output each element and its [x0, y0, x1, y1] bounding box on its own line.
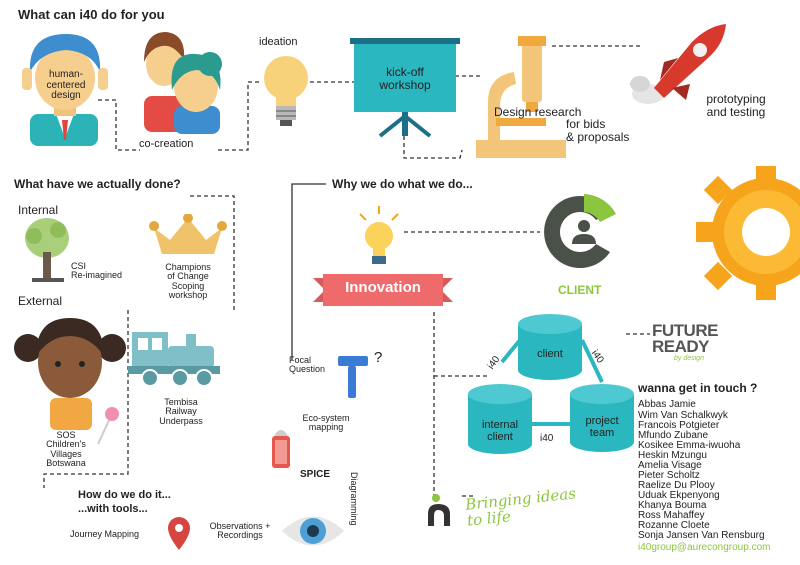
- eco-system-label: Eco-system mapping: [302, 413, 350, 433]
- tembisa-label: Tembisa Railway Underpass: [159, 397, 203, 426]
- heading-with-tools: ...with tools...: [78, 503, 148, 515]
- internal-client-node-label: internal client: [481, 419, 519, 443]
- client-logo-icon: [544, 194, 616, 268]
- contact-name: Rozanne Cloete: [638, 520, 710, 531]
- lollipop-icon: [97, 407, 119, 445]
- contact-name: Wim Van Schalkwyk: [638, 410, 728, 421]
- map-pin-icon: [168, 517, 190, 550]
- contact-name: Sonja Jansen Van Rensburg: [638, 530, 765, 541]
- lightbulb-icon: [264, 56, 308, 126]
- hammer-icon: [338, 356, 368, 398]
- microscope-icon: [476, 36, 566, 158]
- kickoff-workshop-label: kick-off workshop: [379, 65, 431, 92]
- heading-actually-done: What have we actually done?: [14, 177, 181, 191]
- contact-email[interactable]: i40group@aurecongroup.com: [638, 542, 771, 553]
- contact-name: Kosikee Emma-iwuoha: [638, 440, 741, 451]
- i40-bottom-label: i40: [540, 433, 554, 444]
- contact-name: Heskin Mzungu: [638, 450, 707, 461]
- contact-name: Mfundo Zubane: [638, 430, 709, 441]
- designer-person-icon: [22, 34, 108, 146]
- train-icon: [128, 332, 220, 387]
- client-node-label: client: [537, 348, 563, 360]
- heading-why: Why we do what we do...: [332, 177, 473, 191]
- project-team-node-label: project team: [585, 415, 619, 439]
- bids-proposals-label: for bids & proposals: [566, 117, 630, 144]
- spice-label: SPICE: [300, 469, 331, 480]
- contact-name: Raelize Du Plooy: [638, 480, 715, 491]
- client-cylinder: [518, 314, 582, 380]
- contact-name: Amelia Visage: [638, 460, 702, 471]
- rocket-icon: [630, 24, 726, 104]
- design-research-label: Design research: [494, 105, 582, 119]
- csi-label: CSI Re-imagined: [71, 261, 123, 281]
- contact-name: Khanya Bouma: [638, 500, 707, 511]
- internal-label: Internal: [18, 203, 59, 217]
- innovation-banner: [313, 274, 453, 306]
- champions-label: Champions of Change Scoping workshop: [165, 262, 211, 301]
- aurecon-logo-icon: [428, 494, 450, 526]
- eye-icon: [282, 516, 344, 546]
- focal-question-label: Focal Question: [289, 355, 326, 375]
- client-logo-label: CLIENT: [558, 283, 602, 297]
- whiteboard-icon: [350, 38, 460, 138]
- contact-name: Ross Mahaffey: [638, 510, 705, 521]
- project-team-cylinder: [570, 384, 634, 452]
- external-label: External: [18, 294, 63, 308]
- future-ready-ready: READY: [652, 337, 710, 356]
- future-ready-by-design: by design: [674, 355, 704, 362]
- contact-name: Francois Potgieter: [638, 420, 720, 431]
- tree-icon: [25, 218, 69, 282]
- sos-villages-label: SOS Children's Villages Botswana: [46, 430, 86, 469]
- heading-what-can: What can i40 do for you: [18, 7, 165, 22]
- co-creator-person-icon: [144, 32, 222, 134]
- gear-icon: [696, 166, 800, 300]
- question-mark: ?: [374, 349, 383, 366]
- contact-name: Uduak Ekpenyong: [638, 490, 720, 501]
- child-icon: [14, 318, 126, 430]
- observations-label: Observations + Recordings: [209, 521, 271, 541]
- salt-shaker-icon: [272, 430, 290, 468]
- ideation-label: ideation: [259, 36, 298, 48]
- internal-client-cylinder: [468, 384, 532, 454]
- human-centered-design-label: human- centered design: [46, 69, 86, 101]
- innovation-label: Innovation: [345, 279, 421, 296]
- contact-heading: wanna get in touch ?: [638, 381, 758, 395]
- future-ready-future: FUTURE: [652, 321, 718, 340]
- heading-how: How do we do it...: [78, 489, 171, 501]
- innovation-bulb-icon: [359, 206, 399, 264]
- crown-icon: [149, 214, 227, 254]
- contact-name: Pieter Scholtz: [638, 470, 700, 481]
- diagramming-label: Diagramming: [349, 472, 359, 526]
- co-creation-label: co-creation: [139, 138, 194, 150]
- prototyping-testing-label: prototyping and testing: [706, 92, 766, 119]
- contact-name: Abbas Jamie: [638, 399, 696, 410]
- journey-mapping-label: Journey Mapping: [70, 529, 140, 539]
